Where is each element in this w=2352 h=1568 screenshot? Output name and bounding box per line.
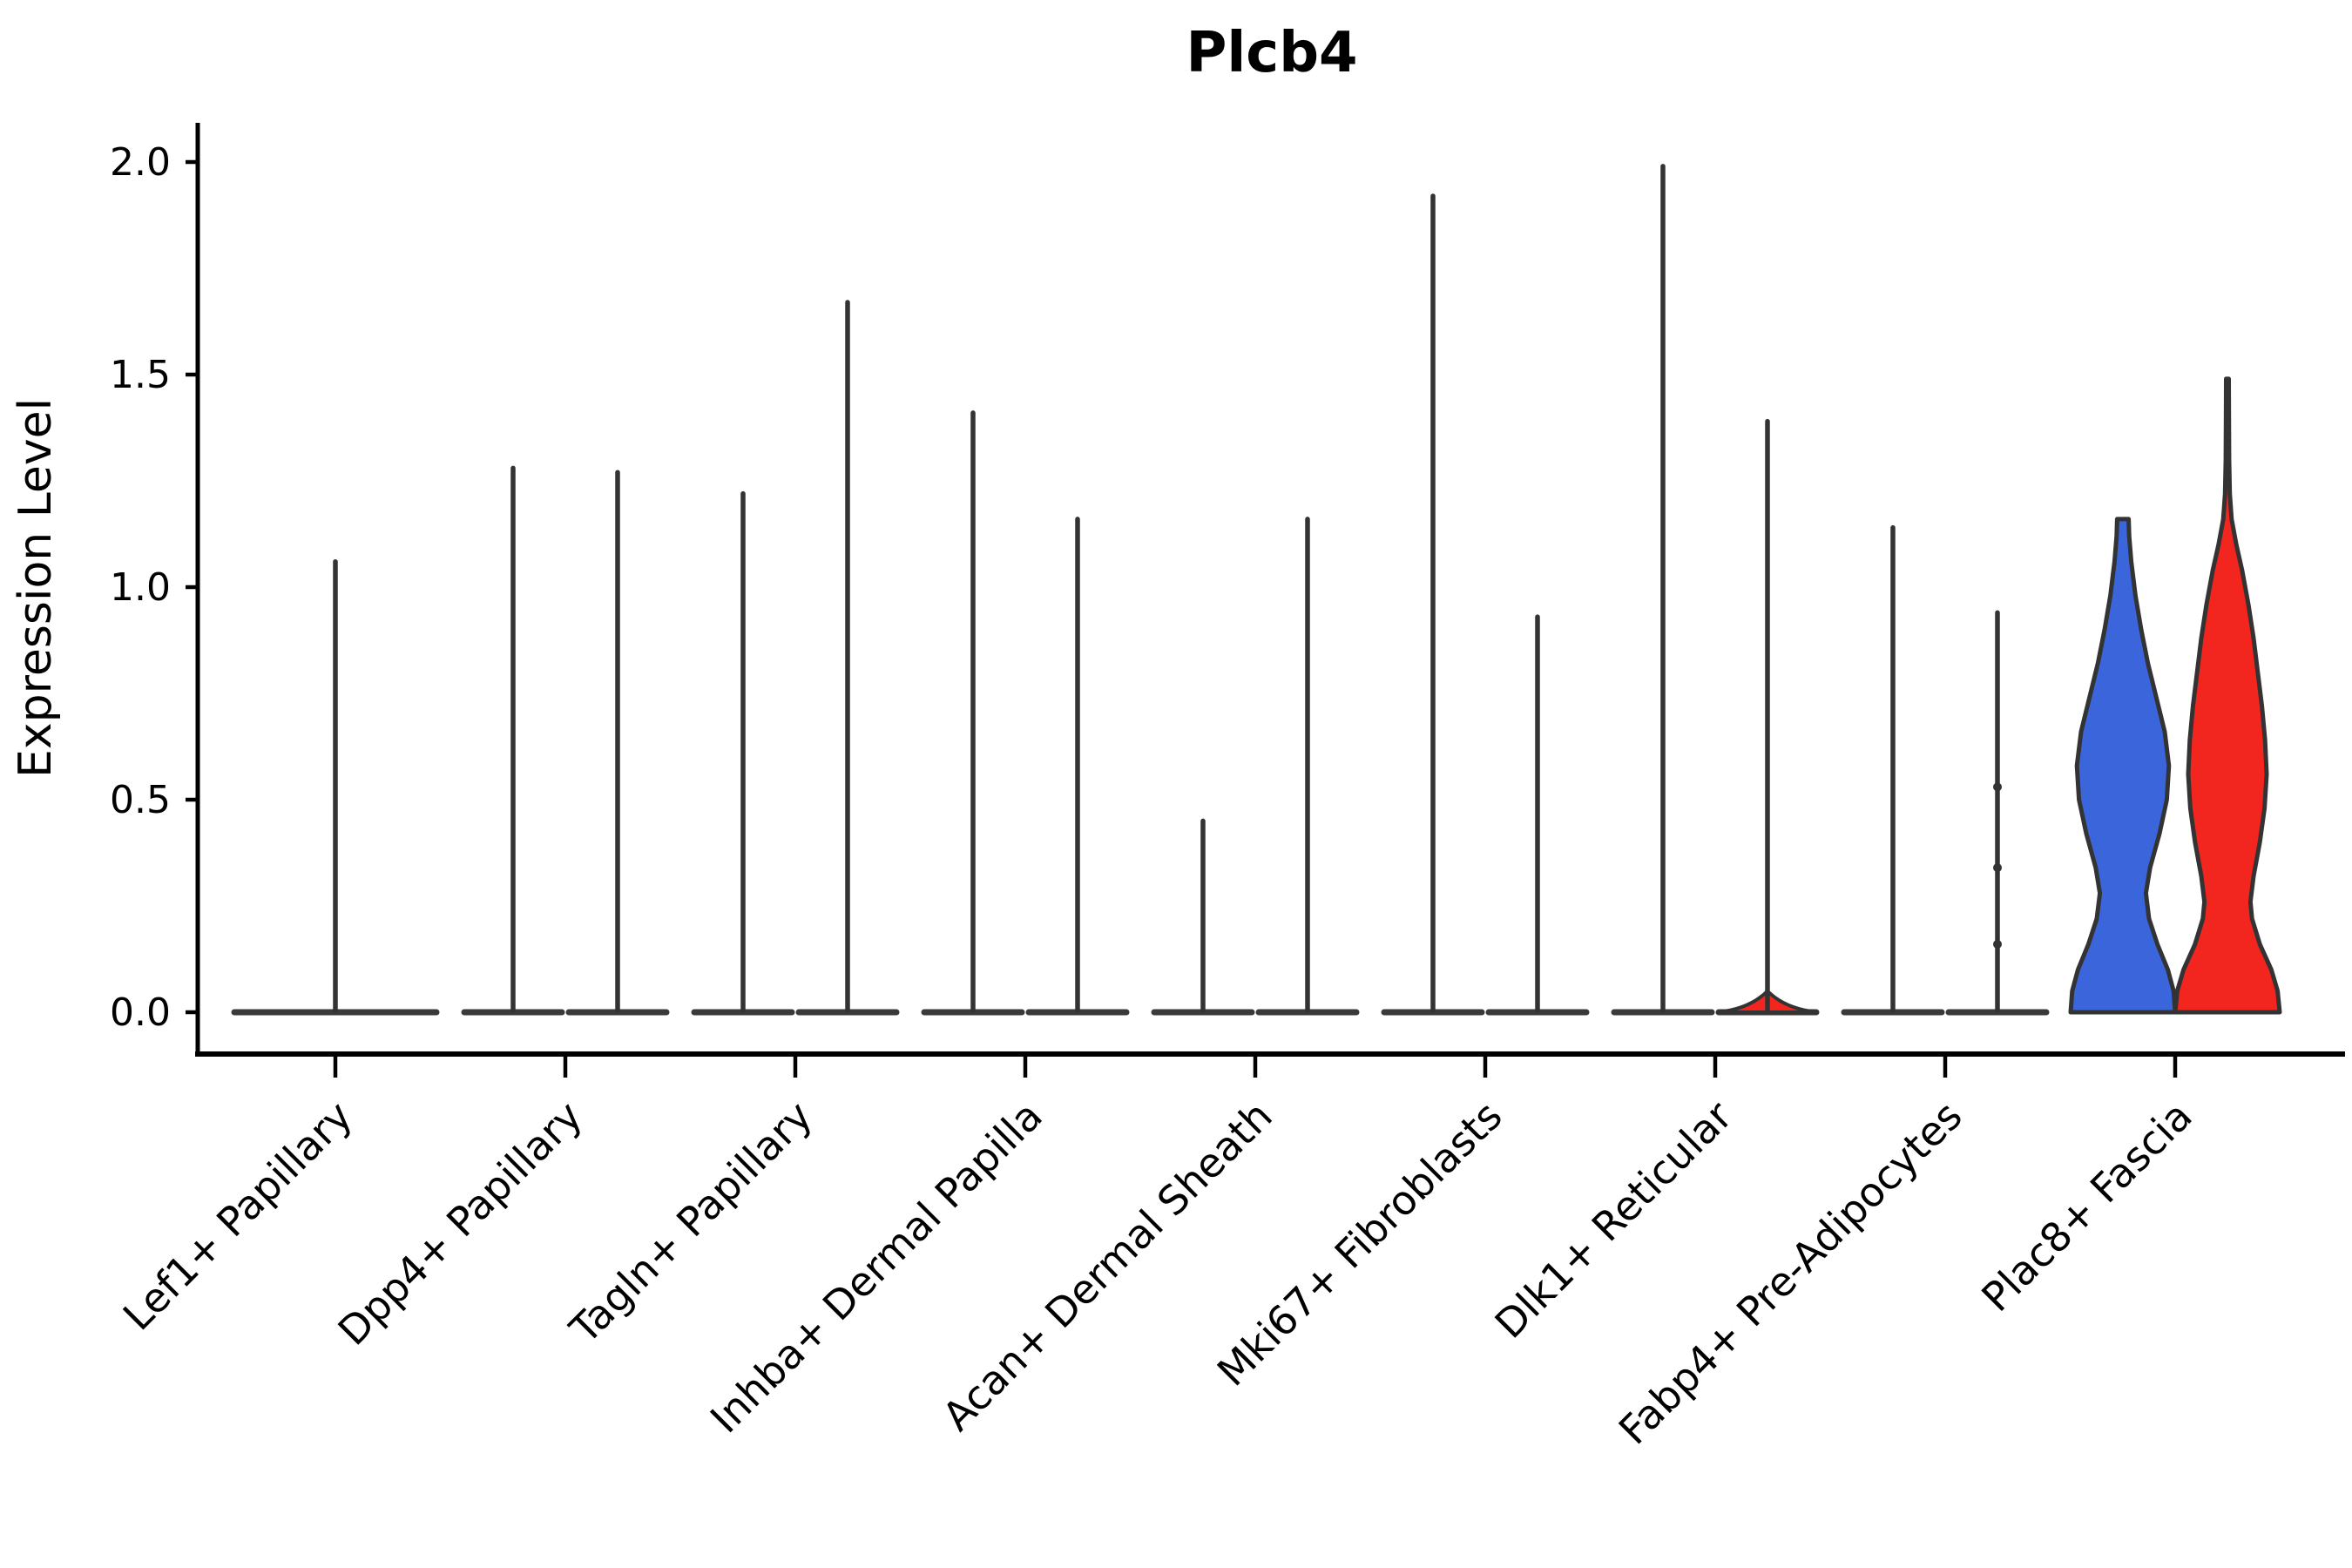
y-tick-label: 1.5 — [110, 353, 171, 397]
x-axis-label: Plac8+ Fascia — [1972, 1092, 2200, 1321]
y-tick-label: 2.0 — [110, 140, 171, 185]
plot-title: Plcb4 — [1186, 21, 1357, 85]
x-axis-label: Dpp4+ Papillary — [329, 1092, 591, 1355]
cell-dot — [1993, 782, 2002, 792]
violin-body-blue — [2068, 517, 2178, 1015]
x-axis-label: Tagln+ Papillary — [560, 1092, 821, 1354]
y-tick-label: 0.0 — [110, 990, 171, 1035]
x-axis-label: Dlk1+ Reticular — [1486, 1092, 1741, 1348]
y-axis-title: Expression Level — [10, 398, 62, 778]
violin-body-red — [2173, 376, 2282, 1015]
y-tick-label: 0.5 — [110, 778, 171, 822]
cell-dot — [1993, 939, 2002, 949]
x-axis-label: Lef1+ Papillary — [114, 1092, 362, 1340]
y-tick-label: 1.0 — [110, 565, 171, 610]
cell-dot — [1993, 863, 2002, 873]
